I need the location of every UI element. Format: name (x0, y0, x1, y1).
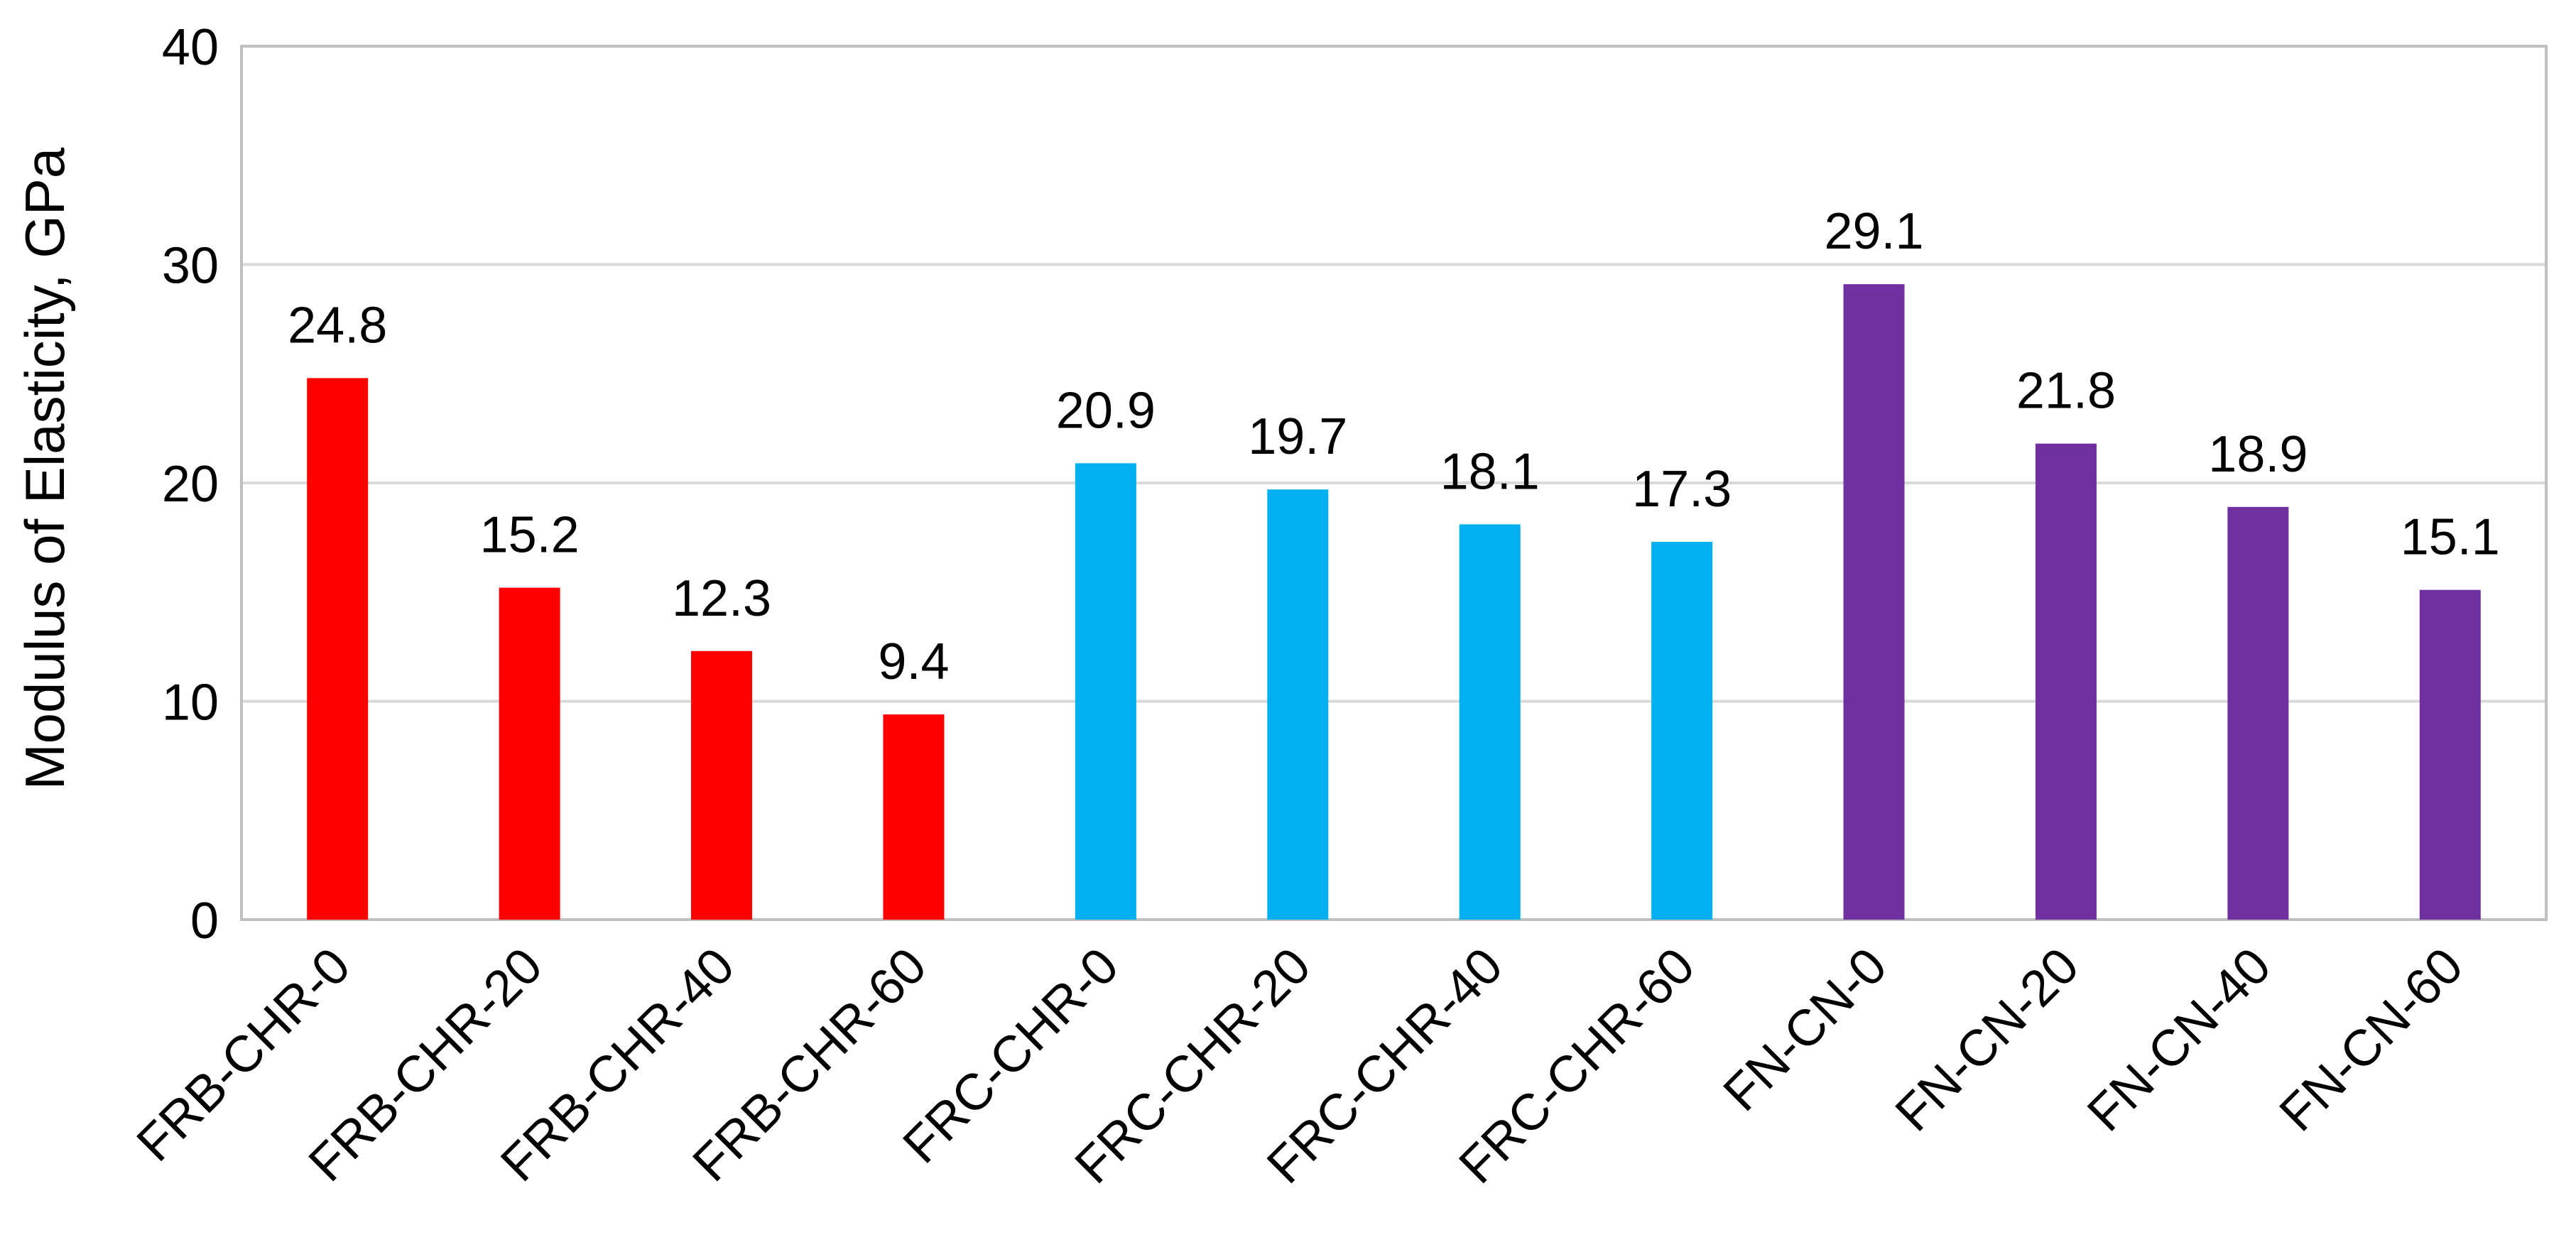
y-tick-label: 10 (162, 675, 219, 731)
y-tick-label: 20 (162, 456, 219, 513)
data-label: 21.8 (2016, 363, 2116, 420)
bar-frb-chr-60 (883, 714, 945, 920)
bar-frc-chr-40 (1459, 524, 1521, 920)
y-tick-label: 40 (162, 19, 219, 76)
bar-fn-cn-20 (2035, 443, 2097, 920)
data-label: 29.1 (1824, 203, 1923, 260)
gridlines (241, 263, 2546, 703)
data-label: 9.4 (878, 633, 949, 690)
data-label: 12.3 (672, 570, 771, 627)
bar-fn-cn-40 (2227, 506, 2289, 920)
bar-frb-chr-0 (307, 378, 369, 920)
bar-fn-cn-0 (1843, 284, 1905, 920)
data-label: 15.2 (480, 507, 580, 564)
x-tick-label: FN-CN-40 (2077, 937, 2282, 1143)
data-labels: 24.8 15.2 12.3 9.4 20.9 19.7 18.1 17.3 29.1 21.8 1… (288, 203, 2500, 690)
x-tick-label: FN-CN-20 (1885, 937, 2090, 1143)
y-tick-label: 0 (190, 893, 219, 949)
data-label: 19.7 (1248, 408, 1347, 465)
bar-frb-chr-20 (499, 587, 560, 920)
data-label: 24.8 (288, 297, 387, 354)
bar-frc-chr-0 (1075, 463, 1136, 920)
y-tick-label: 30 (162, 238, 219, 295)
bar-frb-chr-40 (691, 651, 753, 920)
x-tick-label: FN-CN-0 (1713, 937, 1898, 1122)
data-label: 17.3 (1632, 461, 1732, 518)
data-label: 15.1 (2401, 509, 2500, 566)
bar-frc-chr-20 (1267, 489, 1329, 920)
x-axis-categories: FRB-CHR-0FRB-CHR-20FRB-CHR-40FRB-CHR-60F… (126, 937, 2474, 1194)
data-label: 18.1 (1440, 443, 1540, 500)
y-axis-title: Modulus of Elasticity, GPa (13, 147, 76, 790)
data-label: 20.9 (1056, 382, 1156, 439)
bar-fn-cn-60 (2419, 589, 2481, 920)
x-tick-label: FN-CN-60 (2269, 937, 2474, 1143)
y-axis-ticks: 0 10 20 30 40 (162, 19, 219, 949)
plot-area-border (240, 45, 2548, 921)
bar-frc-chr-60 (1651, 542, 1713, 920)
data-label: 18.9 (2208, 426, 2308, 483)
bars (307, 284, 2481, 920)
